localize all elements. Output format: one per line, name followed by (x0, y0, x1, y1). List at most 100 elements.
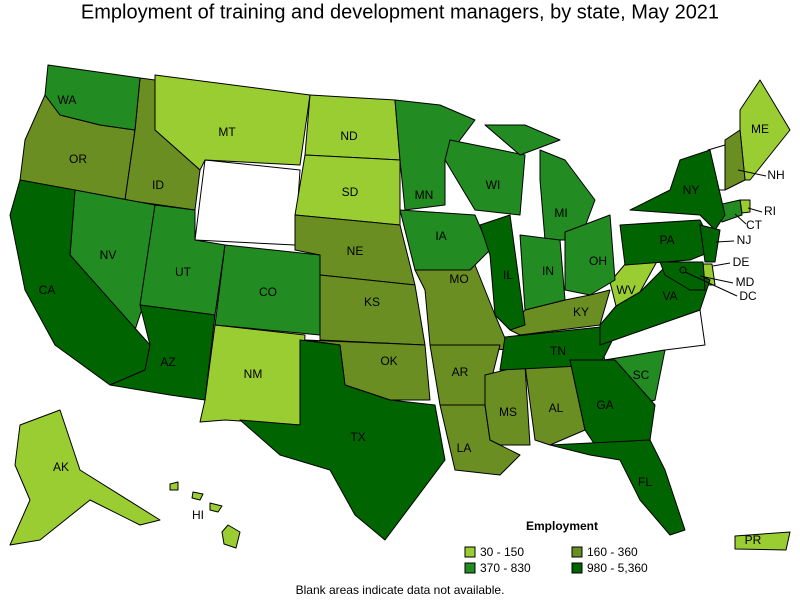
legend-label: 370 - 830 (480, 561, 531, 575)
legend-swatch (571, 546, 583, 558)
state-shape (444, 139, 526, 216)
state: NY (629, 149, 726, 231)
state-label: LA (457, 441, 472, 455)
state-label: AK (53, 460, 69, 474)
state-label: AL (549, 401, 564, 415)
leader-line (684, 271, 738, 297)
state-label: HI (192, 508, 204, 522)
state-label: MD (736, 275, 755, 289)
state-shape (109, 304, 216, 401)
state-label: WI (486, 178, 501, 192)
state-label: DE (733, 255, 750, 269)
state: WI (444, 139, 526, 216)
state-label: SC (633, 368, 650, 382)
state-label: IN (542, 264, 554, 278)
state: MD (659, 261, 755, 291)
state-label: MI (554, 206, 567, 220)
legend-label: 30 - 150 (480, 545, 524, 559)
state-label: NY (683, 183, 700, 197)
legend-swatch (464, 546, 476, 558)
state-label: WV (616, 283, 635, 297)
state-label: PA (659, 233, 674, 247)
state: TX (239, 339, 446, 541)
state: MS (484, 364, 531, 446)
state-shape (394, 99, 476, 211)
state: AZ (109, 304, 216, 401)
state-shape (44, 64, 141, 131)
state-label: IA (435, 229, 446, 243)
state: NM (199, 324, 306, 426)
state: WA (44, 64, 141, 131)
state: OH (564, 214, 616, 296)
state: RI (739, 199, 776, 218)
state: MN (394, 99, 476, 211)
state-shape (239, 339, 446, 541)
state-shape (124, 77, 201, 211)
state-label: ND (340, 129, 358, 143)
state-label: WA (58, 93, 77, 107)
state: ID (124, 77, 201, 211)
state-shape (169, 481, 179, 491)
state-label: AZ (160, 355, 175, 369)
state-label: GA (596, 398, 613, 412)
state-shape (399, 209, 491, 271)
legend-label: 980 - 5,360 (587, 561, 648, 575)
state-label: OH (589, 254, 607, 268)
legend-label: 160 - 360 (587, 545, 638, 559)
state-label: MN (415, 188, 434, 202)
state-label: CA (39, 283, 56, 297)
state-label: KY (573, 305, 589, 319)
state: HI (169, 481, 241, 549)
leader-line (715, 240, 735, 243)
state-label: NM (244, 367, 263, 381)
state-shape (519, 234, 566, 311)
state-label: FL (638, 475, 652, 489)
state-shape (194, 159, 301, 246)
leader-line (734, 213, 747, 225)
state-label: PR (745, 533, 762, 547)
state-label: TX (350, 430, 365, 444)
state-label: ME (751, 122, 769, 136)
state-shape (564, 214, 616, 296)
state: NH (724, 129, 785, 191)
state-shape (724, 129, 746, 191)
state-label: NJ (737, 233, 752, 247)
state-label: IL (503, 268, 513, 282)
state-shape (734, 531, 791, 551)
leader-line (737, 169, 767, 177)
state-shape (214, 244, 321, 336)
state-shape (209, 502, 223, 513)
state-shape (629, 149, 726, 231)
state: PR (734, 531, 791, 551)
state-shape (221, 524, 241, 549)
state-label: TN (550, 344, 566, 358)
state-shape (319, 274, 426, 346)
state: DC (679, 266, 757, 303)
legend: Employment 30 - 150 160 - 360 370 - 830 … (464, 519, 648, 575)
state: AL (524, 359, 586, 446)
legend-title: Employment (526, 519, 598, 533)
legend-swatch (464, 562, 476, 574)
leader-line (699, 275, 734, 284)
state: NJ (699, 224, 752, 263)
state-label: MO (449, 272, 468, 286)
state: IN (519, 234, 566, 311)
state-label: RI (764, 204, 776, 218)
state-label: SD (342, 185, 359, 199)
state-label: MS (499, 405, 517, 419)
state-label: CT (746, 218, 763, 232)
leader-line (747, 207, 763, 213)
state: CA (9, 179, 151, 386)
state: SD (294, 154, 401, 226)
state-shape (679, 266, 687, 274)
state: MI (484, 124, 596, 241)
state-label: NV (100, 248, 117, 262)
state-label: UT (175, 265, 192, 279)
state-shape (304, 94, 401, 161)
state: AK (9, 409, 161, 546)
state: TN (499, 324, 621, 371)
state: IA (399, 209, 491, 271)
state: FL (549, 439, 686, 536)
state-shape (9, 409, 161, 546)
